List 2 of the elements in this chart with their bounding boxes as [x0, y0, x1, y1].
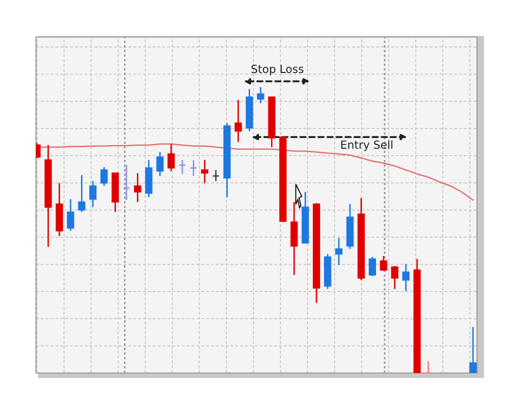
text: Stop Loss	[252, 64, 304, 76]
annotation: Entry Sell	[341, 140, 392, 152]
